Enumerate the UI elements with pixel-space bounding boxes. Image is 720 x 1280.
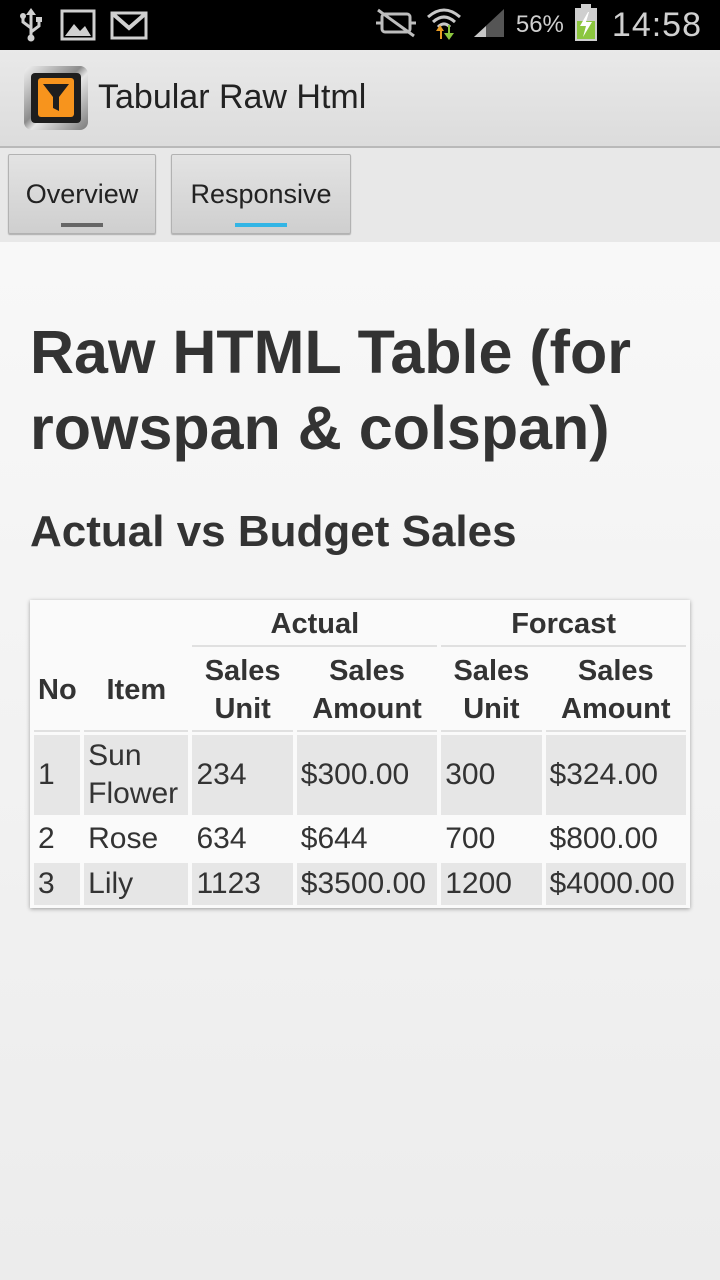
group-header-forecast: Forcast — [441, 603, 686, 647]
action-bar: Tabular Raw Html — [0, 50, 720, 148]
gallery-icon — [60, 8, 96, 46]
status-bar: 56% 14:58 — [0, 0, 720, 50]
cell-item: Lily — [84, 863, 189, 905]
app-logo-icon[interactable] — [24, 66, 88, 130]
clock: 14:58 — [611, 5, 702, 44]
battery-percent: 56% — [515, 11, 564, 38]
tab-overview-label: Overview — [25, 179, 139, 209]
header-forecast-unit: Sales Unit — [441, 650, 542, 732]
tab-responsive-label: Responsive — [190, 179, 332, 209]
group-header-actual: Actual — [192, 603, 438, 647]
cell-actual-unit: 1123 — [192, 863, 293, 905]
signal-icon — [472, 7, 506, 43]
table-row: 3 Lily 1123 $3500.00 1200 $4000.00 — [34, 863, 686, 905]
cell-forecast-amount: $324.00 — [545, 735, 686, 815]
app-title: Tabular Raw Html — [98, 78, 367, 116]
header-forecast-amount: Sales Amount — [545, 650, 686, 732]
cell-no: 1 — [34, 735, 81, 815]
cell-no: 3 — [34, 863, 81, 905]
cell-forecast-unit: 300 — [441, 735, 542, 815]
tab-responsive-indicator — [235, 223, 287, 227]
cell-forecast-amount: $800.00 — [549, 822, 658, 855]
page-heading: Raw HTML Table (for rowspan & colspan) — [30, 318, 631, 462]
cell-actual-amount: $300.00 — [296, 735, 438, 815]
table-row: 1 Sun Flower 234 $300.00 300 $324.00 — [34, 735, 686, 815]
cell-actual-amount: $644 — [300, 822, 368, 855]
gmail-icon — [110, 10, 148, 44]
header-no: No — [34, 650, 81, 732]
header-item: Item — [84, 650, 189, 732]
tab-strip: Overview Responsive — [0, 148, 720, 242]
tab-overview-indicator — [61, 223, 103, 227]
cell-actual-unit: 634 — [196, 822, 247, 855]
tab-responsive[interactable]: Responsive — [171, 154, 351, 234]
tab-overview[interactable]: Overview — [8, 154, 156, 234]
page-subheading: Actual vs Budget Sales — [30, 507, 517, 556]
header-actual-unit: Sales Unit — [192, 650, 293, 732]
battery-charging-icon — [574, 4, 598, 46]
cell-actual-unit: 234 — [192, 735, 293, 815]
cell-forecast-amount: $4000.00 — [545, 863, 686, 905]
table-row: 2 Rose 634 $644 700 $800.00 — [34, 818, 686, 860]
cell-no: 2 — [38, 822, 55, 855]
usb-icon — [16, 8, 46, 46]
cell-item: Rose — [88, 822, 159, 855]
cell-item: Sun Flower — [84, 735, 189, 815]
cell-actual-amount: $3500.00 — [296, 863, 438, 905]
table-corner — [34, 603, 188, 647]
wifi-icon — [426, 5, 462, 45]
web-content[interactable]: Raw HTML Table (for rowspan & colspan) A… — [0, 242, 720, 1280]
sales-table: Actual Forcast No Item Sales Unit Sales … — [30, 600, 690, 908]
cell-forecast-unit: 1200 — [441, 863, 542, 905]
cell-forecast-unit: 700 — [445, 822, 496, 855]
funnel-icon — [38, 78, 74, 117]
header-actual-amount: Sales Amount — [296, 650, 438, 732]
mute-icon — [375, 8, 416, 42]
